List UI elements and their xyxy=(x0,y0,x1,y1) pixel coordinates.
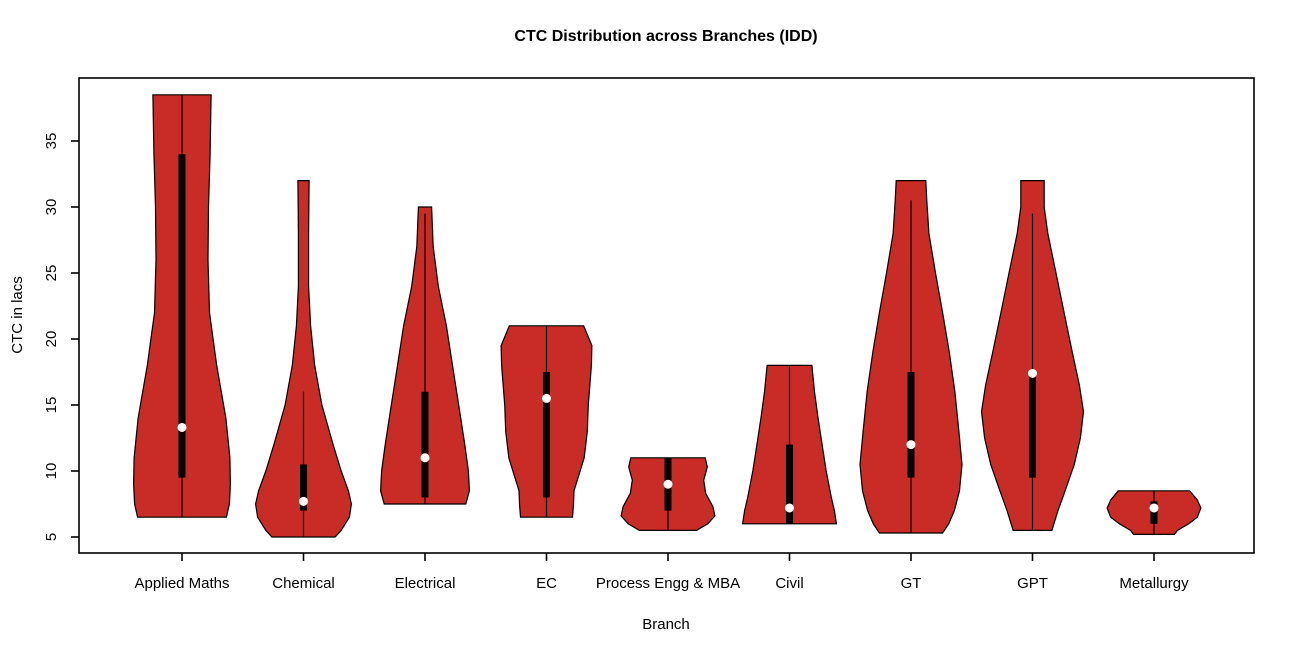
violin-ec xyxy=(500,325,593,518)
violin-median-dot xyxy=(785,503,794,513)
x-axis-tick-label: GT xyxy=(901,575,922,592)
violin-shape xyxy=(254,180,353,538)
x-axis-tick-label: Civil xyxy=(775,575,803,592)
violin-median-dot xyxy=(420,453,430,463)
y-axis-tick-label: 15 xyxy=(43,397,60,414)
violin-median-dot xyxy=(906,440,916,450)
x-axis-tick-label: Metallurgy xyxy=(1119,575,1189,592)
y-axis-tick-label: 35 xyxy=(43,133,60,150)
y-axis-tick-label: 10 xyxy=(43,463,60,480)
violin-median-dot xyxy=(177,422,187,432)
x-axis-tick-label: Process Engg & MBA xyxy=(596,575,740,592)
violin-box xyxy=(1150,501,1158,524)
plot-border xyxy=(78,77,1255,554)
y-axis-tick-label: 25 xyxy=(43,265,60,282)
violin-box xyxy=(178,154,186,478)
violin-gpt xyxy=(980,180,1085,532)
violin-metallurgy xyxy=(1106,490,1202,536)
y-axis-title: CTC in lacs xyxy=(9,276,26,354)
violin-median-dot xyxy=(299,496,308,506)
axes-layer: 5 10 15 20 25 30 35 Applied Maths Chemical Electr… xyxy=(43,77,1255,592)
x-axis-tick-label: GPT xyxy=(1017,575,1048,592)
x-axis-tick-label: Applied Maths xyxy=(134,575,229,592)
violin-box xyxy=(786,444,793,524)
chart-title: CTC Distribution across Branches (IDD) xyxy=(514,28,817,45)
violin-median-dot xyxy=(542,393,551,403)
x-axis-tick-label: EC xyxy=(536,575,557,592)
violin-box xyxy=(907,372,915,478)
violin-box xyxy=(543,372,550,498)
y-axis-tick-label: 20 xyxy=(43,331,60,348)
violin-electrical xyxy=(379,206,471,505)
violin-gt xyxy=(859,180,963,534)
violin-box xyxy=(1029,372,1036,478)
x-axis-tick-label: Chemical xyxy=(272,575,335,592)
violin-median-dot xyxy=(1028,368,1037,378)
violin-median-dot xyxy=(663,479,673,489)
violin-process-engg-mba xyxy=(620,457,716,532)
violin-median-dot xyxy=(1149,503,1159,513)
x-axis-title: Branch xyxy=(642,616,690,633)
violin-box xyxy=(421,391,429,498)
x-axis-tick-label: Electrical xyxy=(395,575,456,592)
y-axis-tick-label: 5 xyxy=(43,533,60,541)
violin-applied-maths xyxy=(132,94,232,518)
violin-civil xyxy=(741,364,838,525)
violins-layer xyxy=(132,94,1202,538)
violin-chemical xyxy=(254,180,353,538)
y-axis-tick-label: 30 xyxy=(43,199,60,216)
violin-box xyxy=(300,464,307,511)
